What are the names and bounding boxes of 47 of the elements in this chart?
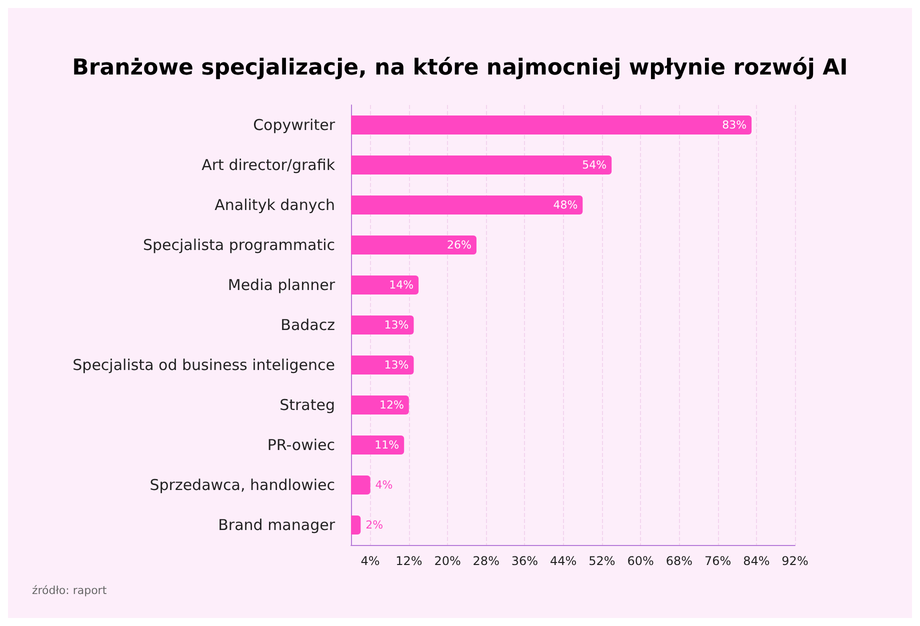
y-tick-label: Brand manager bbox=[218, 516, 336, 534]
y-tick-label: Badacz bbox=[280, 316, 336, 334]
y-tick-label: Strateg bbox=[280, 396, 335, 414]
bar bbox=[351, 476, 370, 494]
bar bbox=[351, 276, 419, 294]
x-tick-label: 68% bbox=[666, 554, 693, 568]
bar bbox=[351, 316, 414, 334]
y-tick-label: Analityk danych bbox=[214, 196, 335, 214]
x-tick-label: 84% bbox=[743, 554, 770, 568]
x-tick-label: 20% bbox=[434, 554, 461, 568]
data-label: 26% bbox=[447, 238, 472, 252]
y-tick-label: Media planner bbox=[228, 276, 336, 294]
data-label: 2% bbox=[366, 518, 384, 532]
x-tick-label: 60% bbox=[627, 554, 654, 568]
x-tick-label: 92% bbox=[782, 554, 808, 568]
y-tick-label: PR-owiec bbox=[267, 436, 335, 454]
data-label: 11% bbox=[374, 438, 400, 452]
data-label: 12% bbox=[379, 398, 404, 412]
bar bbox=[351, 516, 361, 534]
data-label: 13% bbox=[384, 318, 409, 332]
x-tick-label: 76% bbox=[704, 554, 732, 568]
y-tick-label: Art director/grafik bbox=[202, 156, 336, 174]
bar bbox=[351, 356, 414, 374]
y-tick-label: Sprzedawca, handlowiec bbox=[150, 476, 335, 494]
bar bbox=[351, 156, 612, 174]
bar bbox=[351, 236, 476, 254]
data-label: 48% bbox=[553, 198, 578, 212]
bar bbox=[351, 436, 404, 454]
data-label: 13% bbox=[384, 358, 409, 372]
y-tick-label: Specjalista programmatic bbox=[143, 236, 335, 254]
text: źródło: raport bbox=[32, 584, 108, 597]
data-label: 4% bbox=[375, 478, 393, 492]
x-tick-label: 12% bbox=[396, 554, 422, 568]
x-tick-label: 4% bbox=[360, 554, 380, 568]
x-tick-label: 36% bbox=[511, 554, 538, 568]
x-tick-label: 28% bbox=[472, 554, 500, 568]
x-tick-label: 52% bbox=[588, 554, 616, 568]
bar bbox=[351, 396, 409, 414]
chart-title: Branżowe specjalizacje, na które najmocniej wpłynie rozwój AI bbox=[72, 56, 848, 80]
data-label: 54% bbox=[582, 158, 607, 172]
bar bbox=[351, 116, 752, 134]
data-label: 14% bbox=[389, 278, 414, 292]
y-tick-label: Copywriter bbox=[253, 116, 336, 134]
y-tick-label: Specjalista od business inteligence bbox=[72, 356, 335, 374]
data-label: 83% bbox=[722, 118, 747, 132]
x-tick-label: 44% bbox=[550, 554, 577, 568]
bar bbox=[351, 196, 583, 214]
